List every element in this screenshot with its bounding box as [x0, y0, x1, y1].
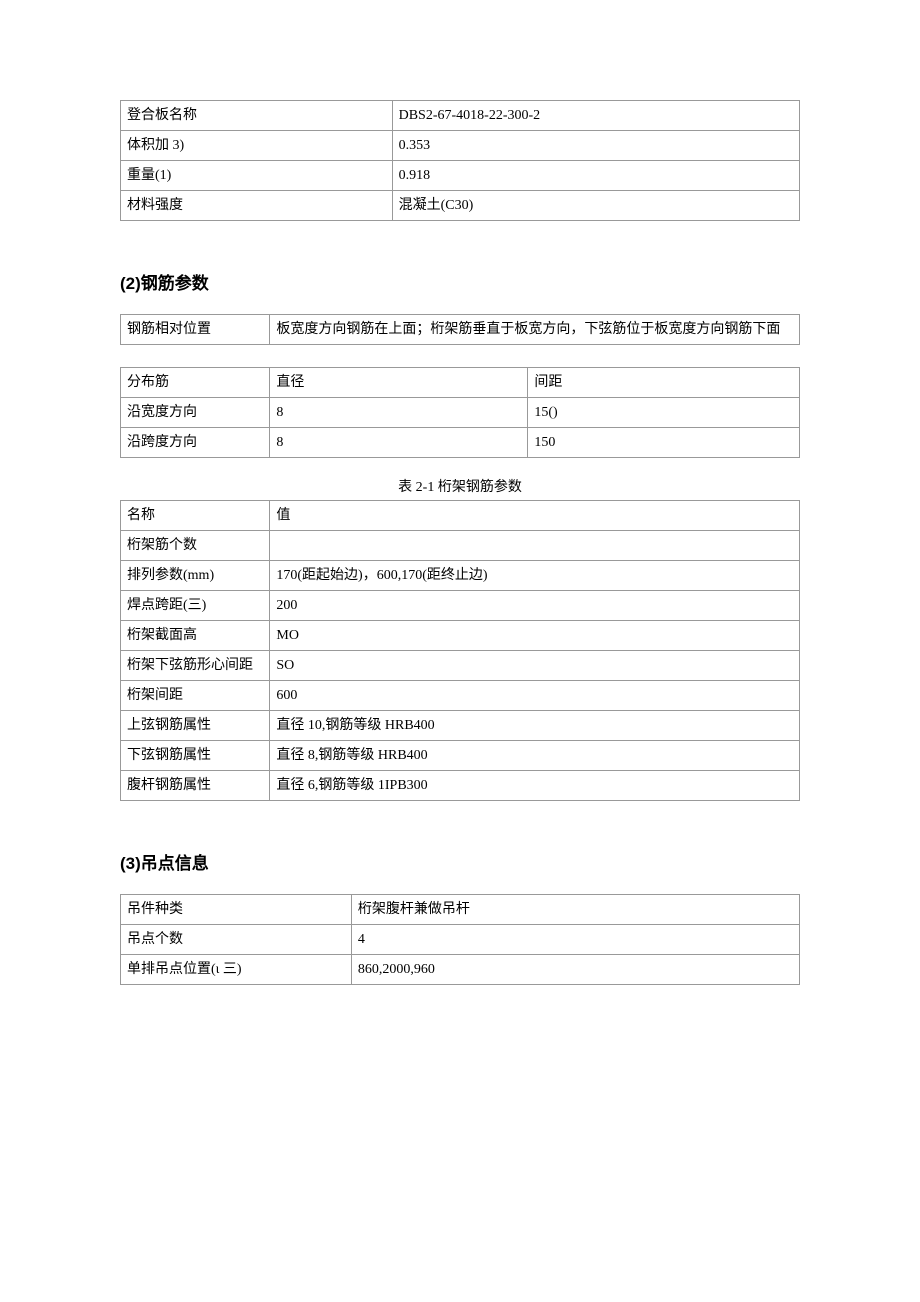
cell: 15() [528, 398, 800, 428]
heading-text: 吊点信息 [141, 854, 209, 873]
cell: 8 [270, 398, 528, 428]
table-caption: 表 2-1 桁架钢筋参数 [120, 476, 800, 496]
cell-value: 直径 10,钢筋等级 HRB400 [270, 711, 800, 741]
table-lifting-point: 吊件种类 桁架腹杆兼做吊杆 吊点个数 4 单排吊点位置(ι 三) 860,200… [120, 894, 800, 985]
table-dist-rebar: 分布筋 直径 间距 沿宽度方向 8 15() 沿跨度方向 8 150 [120, 367, 800, 458]
cell-label: 排列参数(mm) [121, 561, 270, 591]
cell-value: 600 [270, 681, 800, 711]
cell-header: 间距 [528, 368, 800, 398]
table-truss-rebar: 名称 值 桁架筋个数 排列参数(mm) 170(距起始边)，600,170(距终… [120, 500, 800, 801]
cell-header: 值 [270, 501, 800, 531]
table-row: 桁架截面高 MO [121, 621, 800, 651]
cell-label: 重量(1) [121, 161, 393, 191]
table-row: 钢筋相对位置 板宽度方向钢筋在上面；桁架筋垂直于板宽方向，下弦筋位于板宽度方向钢… [121, 315, 800, 345]
cell-label: 桁架筋个数 [121, 531, 270, 561]
cell-value: 170(距起始边)，600,170(距终止边) [270, 561, 800, 591]
cell-label: 材料强度 [121, 191, 393, 221]
table-row: 沿跨度方向 8 150 [121, 428, 800, 458]
cell-label: 腹杆钢筋属性 [121, 771, 270, 801]
cell-value: SO [270, 651, 800, 681]
cell-label: 钢筋相对位置 [121, 315, 270, 345]
table-row: 下弦钢筋属性 直径 8,钢筋等级 HRB400 [121, 741, 800, 771]
cell-label: 桁架截面高 [121, 621, 270, 651]
section-3-heading: (3)吊点信息 [120, 849, 800, 874]
cell-label: 吊点个数 [121, 925, 352, 955]
cell-header: 分布筋 [121, 368, 270, 398]
table-row: 桁架间距 600 [121, 681, 800, 711]
heading-number: (2) [120, 274, 141, 293]
cell-label: 焊点跨距(三) [121, 591, 270, 621]
table-row: 吊件种类 桁架腹杆兼做吊杆 [121, 895, 800, 925]
cell-header: 名称 [121, 501, 270, 531]
table-row: 材料强度 混凝土(C30) [121, 191, 800, 221]
heading-text: 钢筋参数 [141, 274, 209, 293]
cell-label: 下弦钢筋属性 [121, 741, 270, 771]
cell-value: 直径 8,钢筋等级 HRB400 [270, 741, 800, 771]
table-row: 重量(1) 0.918 [121, 161, 800, 191]
cell-value: 板宽度方向钢筋在上面；桁架筋垂直于板宽方向，下弦筋位于板宽度方向钢筋下面 [270, 315, 800, 345]
table-row: 排列参数(mm) 170(距起始边)，600,170(距终止边) [121, 561, 800, 591]
table-row: 腹杆钢筋属性 直径 6,钢筋等级 1IPB300 [121, 771, 800, 801]
table-row: 登合板名称 DBS2-67-4018-22-300-2 [121, 101, 800, 131]
cell-value: 桁架腹杆兼做吊杆 [351, 895, 799, 925]
cell: 8 [270, 428, 528, 458]
cell-label: 登合板名称 [121, 101, 393, 131]
cell-value: 直径 6,钢筋等级 1IPB300 [270, 771, 800, 801]
cell-label: 桁架下弦筋形心间距 [121, 651, 270, 681]
table-row: 焊点跨距(三) 200 [121, 591, 800, 621]
section-2-heading: (2)钢筋参数 [120, 269, 800, 294]
table-basic-info: 登合板名称 DBS2-67-4018-22-300-2 体积加 3) 0.353… [120, 100, 800, 221]
cell-header: 直径 [270, 368, 528, 398]
table-rebar-position: 钢筋相对位置 板宽度方向钢筋在上面；桁架筋垂直于板宽方向，下弦筋位于板宽度方向钢… [120, 314, 800, 345]
cell-label: 桁架间距 [121, 681, 270, 711]
cell: 沿宽度方向 [121, 398, 270, 428]
table-row: 沿宽度方向 8 15() [121, 398, 800, 428]
cell-value: 混凝土(C30) [392, 191, 799, 221]
table-row: 桁架下弦筋形心间距 SO [121, 651, 800, 681]
cell-value [270, 531, 800, 561]
cell-label: 体积加 3) [121, 131, 393, 161]
cell-value: DBS2-67-4018-22-300-2 [392, 101, 799, 131]
cell: 150 [528, 428, 800, 458]
cell-value: MO [270, 621, 800, 651]
cell-value: 860,2000,960 [351, 955, 799, 985]
table-row-header: 名称 值 [121, 501, 800, 531]
table-row: 体积加 3) 0.353 [121, 131, 800, 161]
table-row-header: 分布筋 直径 间距 [121, 368, 800, 398]
cell-value: 4 [351, 925, 799, 955]
cell-value: 0.353 [392, 131, 799, 161]
cell-label: 上弦钢筋属性 [121, 711, 270, 741]
table-row: 桁架筋个数 [121, 531, 800, 561]
cell-value: 0.918 [392, 161, 799, 191]
cell: 沿跨度方向 [121, 428, 270, 458]
cell-value: 200 [270, 591, 800, 621]
table-row: 吊点个数 4 [121, 925, 800, 955]
table-row: 单排吊点位置(ι 三) 860,2000,960 [121, 955, 800, 985]
heading-number: (3) [120, 854, 141, 873]
cell-label: 单排吊点位置(ι 三) [121, 955, 352, 985]
cell-label: 吊件种类 [121, 895, 352, 925]
table-row: 上弦钢筋属性 直径 10,钢筋等级 HRB400 [121, 711, 800, 741]
